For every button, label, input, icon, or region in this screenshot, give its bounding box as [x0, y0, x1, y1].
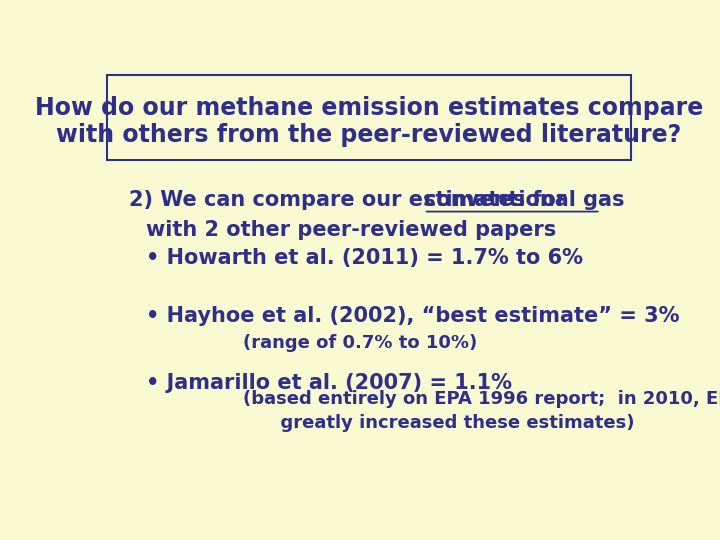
Text: • Hayhoe et al. (2002), “best estimate” = 3%: • Hayhoe et al. (2002), “best estimate” … [145, 306, 679, 326]
Text: • Howarth et al. (2011) = 1.7% to 6%: • Howarth et al. (2011) = 1.7% to 6% [145, 248, 582, 268]
Text: • Jamarillo et al. (2007) = 1.1%: • Jamarillo et al. (2007) = 1.1% [145, 373, 512, 393]
Text: (range of 0.7% to 10%): (range of 0.7% to 10%) [243, 334, 477, 353]
Text: 2) We can compare our estimates for: 2) We can compare our estimates for [129, 190, 574, 210]
FancyBboxPatch shape [107, 75, 631, 160]
Text: How do our methane emission estimates compare: How do our methane emission estimates co… [35, 97, 703, 120]
Text: (based entirely on EPA 1996 report;  in 2010, EPA
      greatly increased these : (based entirely on EPA 1996 report; in 2… [243, 390, 720, 432]
Text: with others from the peer-reviewed literature?: with others from the peer-reviewed liter… [56, 123, 682, 147]
Text: with 2 other peer-reviewed papers: with 2 other peer-reviewed papers [145, 220, 556, 240]
Text: conventional gas: conventional gas [423, 190, 624, 210]
